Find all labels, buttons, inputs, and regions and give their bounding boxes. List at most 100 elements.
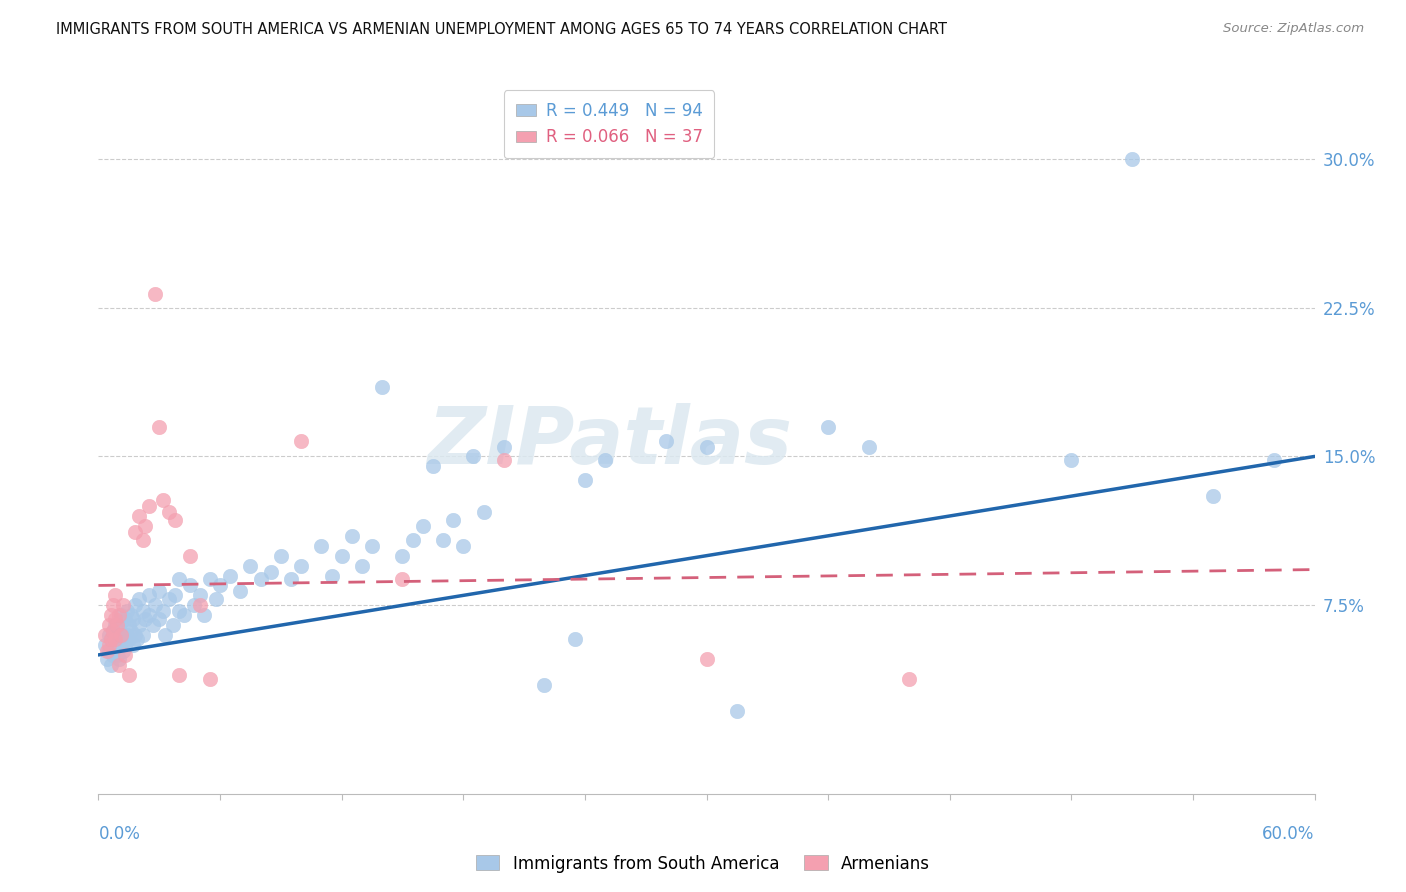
Point	[858, 440, 880, 454]
Point	[104, 632, 127, 646]
Point	[311, 539, 333, 553]
Point	[107, 618, 129, 632]
Point	[179, 549, 201, 563]
Point	[120, 608, 142, 623]
Point	[441, 513, 464, 527]
Point	[391, 573, 413, 587]
Point	[101, 599, 124, 613]
Point	[100, 632, 122, 646]
Point	[132, 628, 155, 642]
Point	[93, 638, 115, 652]
Point	[132, 604, 155, 618]
Point	[169, 604, 191, 618]
Point	[107, 608, 129, 623]
Point	[110, 632, 132, 646]
Point	[725, 704, 748, 718]
Point	[143, 599, 166, 613]
Point	[124, 524, 146, 539]
Point	[97, 618, 120, 632]
Point	[128, 618, 150, 632]
Point	[148, 584, 170, 599]
Point	[422, 459, 444, 474]
Point	[593, 453, 616, 467]
Point	[564, 632, 586, 646]
Point	[696, 652, 718, 666]
Point	[193, 608, 215, 623]
Point	[183, 599, 205, 613]
Point	[134, 519, 156, 533]
Point	[162, 618, 184, 632]
Point	[107, 657, 129, 672]
Point	[128, 592, 150, 607]
Point	[104, 588, 127, 602]
Point	[96, 652, 118, 666]
Point	[115, 628, 138, 642]
Point	[249, 573, 271, 587]
Point	[321, 568, 343, 582]
Point	[209, 578, 232, 592]
Point	[696, 440, 718, 454]
Point	[533, 678, 555, 692]
Point	[361, 539, 384, 553]
Point	[97, 628, 120, 642]
Point	[152, 493, 174, 508]
Point	[492, 440, 515, 454]
Point	[898, 672, 921, 686]
Point	[198, 573, 221, 587]
Point	[100, 608, 122, 623]
Legend: R = 0.449   N = 94, R = 0.066   N = 37: R = 0.449 N = 94, R = 0.066 N = 37	[505, 90, 714, 158]
Point	[124, 628, 146, 642]
Point	[655, 434, 678, 448]
Point	[138, 499, 160, 513]
Point	[157, 505, 180, 519]
Point	[574, 473, 596, 487]
Point	[432, 533, 454, 547]
Text: IMMIGRANTS FROM SOUTH AMERICA VS ARMENIAN UNEMPLOYMENT AMONG AGES 65 TO 74 YEARS: IMMIGRANTS FROM SOUTH AMERICA VS ARMENIA…	[56, 22, 948, 37]
Point	[169, 667, 191, 681]
Point	[165, 588, 187, 602]
Point	[143, 286, 166, 301]
Point	[280, 573, 302, 587]
Point	[101, 648, 124, 662]
Point	[115, 604, 138, 618]
Point	[134, 612, 156, 626]
Point	[97, 638, 120, 652]
Point	[401, 533, 423, 547]
Text: Source: ZipAtlas.com: Source: ZipAtlas.com	[1223, 22, 1364, 36]
Point	[148, 419, 170, 434]
Point	[371, 380, 394, 394]
Point	[132, 533, 155, 547]
Text: 0.0%: 0.0%	[98, 825, 141, 843]
Point	[104, 612, 127, 626]
Point	[105, 648, 128, 662]
Point	[97, 644, 120, 658]
Point	[111, 644, 134, 658]
Point	[472, 505, 495, 519]
Point	[179, 578, 201, 592]
Point	[111, 628, 134, 642]
Point	[120, 624, 142, 639]
Point	[157, 592, 180, 607]
Point	[219, 568, 242, 582]
Point	[107, 638, 129, 652]
Point	[104, 618, 127, 632]
Point	[93, 628, 115, 642]
Point	[290, 434, 312, 448]
Point	[188, 599, 211, 613]
Point	[118, 632, 141, 646]
Point	[122, 612, 145, 626]
Point	[138, 588, 160, 602]
Point	[239, 558, 262, 573]
Point	[205, 592, 228, 607]
Point	[101, 624, 124, 639]
Point	[453, 539, 475, 553]
Point	[270, 549, 292, 563]
Point	[165, 513, 187, 527]
Point	[198, 672, 221, 686]
Point	[1263, 453, 1285, 467]
Point	[152, 604, 174, 618]
Point	[330, 549, 353, 563]
Point	[125, 632, 148, 646]
Point	[229, 584, 252, 599]
Point	[138, 608, 160, 623]
